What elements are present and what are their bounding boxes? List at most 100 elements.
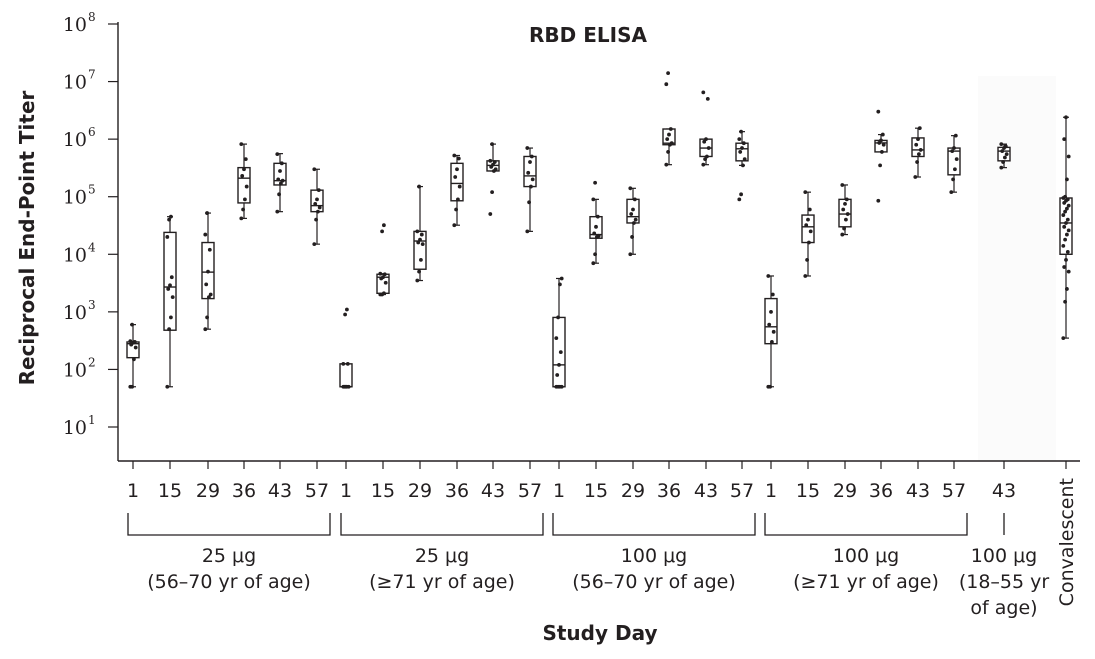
data-point xyxy=(915,160,919,164)
data-point xyxy=(1064,221,1068,225)
data-point xyxy=(208,292,213,297)
data-point xyxy=(456,197,460,202)
data-point xyxy=(1061,213,1066,217)
data-point xyxy=(557,362,561,367)
group-brackets: 25 μg (56–70 yr of age) 25 μg (≥71 yr of ag… xyxy=(127,513,1049,619)
data-point xyxy=(1065,287,1069,291)
x-tick-label: 43 xyxy=(992,480,1016,502)
data-point xyxy=(382,291,386,296)
x-tick-label: 36 xyxy=(869,480,893,502)
data-point xyxy=(278,169,282,173)
data-point xyxy=(844,197,849,202)
box-5 xyxy=(273,152,287,214)
data-point xyxy=(1003,144,1008,149)
data-point xyxy=(953,133,958,138)
data-point xyxy=(630,235,634,239)
data-point xyxy=(528,160,532,164)
box-24 xyxy=(947,133,961,195)
data-point xyxy=(916,137,920,142)
y-tick-label-base: 10 xyxy=(63,14,87,36)
data-point xyxy=(701,90,706,95)
data-point xyxy=(1063,299,1067,304)
data-point xyxy=(525,229,530,234)
data-point xyxy=(341,361,346,366)
data-point xyxy=(1065,197,1070,202)
box-2 xyxy=(163,214,177,389)
x-tick-label: 57 xyxy=(518,480,542,502)
x-tick-label: 15 xyxy=(584,480,608,502)
data-point xyxy=(242,167,246,172)
data-point xyxy=(665,137,670,142)
data-point xyxy=(591,261,596,266)
data-point xyxy=(1061,243,1066,248)
data-point xyxy=(525,146,530,150)
data-point xyxy=(742,157,747,162)
x-tick-label: 36 xyxy=(657,480,681,502)
data-point xyxy=(493,167,498,172)
data-point xyxy=(771,329,776,334)
x-tick-label: 29 xyxy=(833,480,857,502)
group-bracket xyxy=(552,513,756,536)
y-axis-title: Reciprocal End-Point Titer xyxy=(15,90,39,385)
data-point xyxy=(880,150,884,154)
data-point xyxy=(629,212,634,216)
box-18 xyxy=(735,129,749,202)
data-point xyxy=(917,126,922,131)
data-point xyxy=(555,373,560,377)
data-point xyxy=(770,340,774,344)
group-dose-label: 100 μg xyxy=(971,545,1037,567)
data-point xyxy=(631,207,635,212)
data-point xyxy=(803,190,808,195)
data-point xyxy=(1063,237,1067,242)
data-point xyxy=(632,197,637,202)
data-point xyxy=(312,242,317,247)
data-point xyxy=(706,146,711,150)
data-point xyxy=(380,229,384,234)
data-point xyxy=(276,177,281,182)
box-20 xyxy=(801,190,815,278)
box-11 xyxy=(486,142,500,216)
data-point xyxy=(740,146,744,150)
x-tick-label: 43 xyxy=(906,480,930,502)
group-bracket xyxy=(764,513,968,536)
data-point xyxy=(876,198,881,203)
data-point xyxy=(240,173,245,178)
y-tick-label-exp: 6 xyxy=(88,125,96,139)
data-point xyxy=(633,217,638,222)
data-point xyxy=(452,223,457,228)
data-point xyxy=(203,327,208,332)
x-tick-label: 15 xyxy=(371,480,395,502)
data-point xyxy=(881,142,886,147)
data-point xyxy=(275,152,280,156)
data-point xyxy=(949,190,954,195)
data-point xyxy=(170,295,175,300)
data-point xyxy=(1001,160,1005,164)
data-point xyxy=(845,212,850,216)
x-tick-label: 57 xyxy=(305,480,329,502)
data-point xyxy=(1063,209,1067,214)
x-tick-label: 29 xyxy=(408,480,432,502)
data-point xyxy=(876,109,881,114)
box-17 xyxy=(699,90,713,167)
data-point xyxy=(418,237,422,242)
box-10 xyxy=(450,153,464,228)
x-tick-label: Convalescent xyxy=(1056,478,1078,606)
x-tick-label: 1 xyxy=(765,480,777,502)
data-point xyxy=(593,180,597,185)
data-point xyxy=(419,257,423,262)
data-point xyxy=(766,274,771,278)
iqr-box xyxy=(339,363,353,388)
data-point xyxy=(132,340,137,344)
data-point xyxy=(914,142,919,147)
data-point xyxy=(841,207,846,212)
box-1 xyxy=(126,322,140,389)
box-13 xyxy=(552,276,566,389)
group-dose-label: 100 μg xyxy=(621,545,687,567)
data-point xyxy=(844,217,848,222)
data-point xyxy=(666,150,670,154)
data-point xyxy=(165,235,170,239)
data-point xyxy=(628,252,633,257)
data-point xyxy=(1000,149,1005,153)
